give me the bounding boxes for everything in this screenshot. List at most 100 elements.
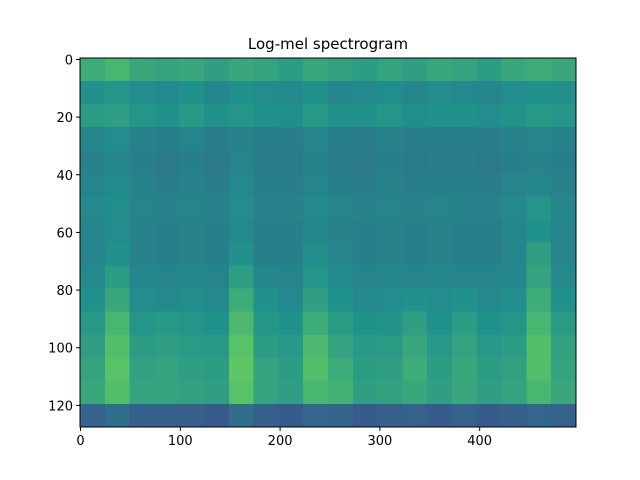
heatmap-cell — [303, 334, 329, 359]
heatmap-cell — [228, 334, 255, 359]
heatmap-cell — [452, 311, 478, 336]
heatmap-cell — [80, 265, 106, 290]
heatmap-cell — [129, 150, 155, 174]
heatmap-cell — [129, 127, 155, 151]
heatmap-cell — [228, 196, 255, 221]
heatmap-cell — [204, 196, 230, 221]
heatmap-cell — [377, 265, 403, 290]
heatmap-cell — [352, 242, 379, 267]
heatmap-cell — [427, 104, 453, 128]
heatmap-cell — [204, 403, 230, 428]
heatmap-cell — [253, 219, 279, 244]
heatmap-cell — [377, 242, 403, 267]
heatmap-cell — [253, 334, 279, 359]
heatmap-cell — [402, 150, 428, 174]
heatmap-cell — [402, 357, 428, 382]
heatmap-cell — [452, 196, 478, 221]
heatmap-cell — [179, 380, 205, 405]
heatmap-cell — [551, 265, 577, 290]
heatmap-cell — [377, 150, 403, 174]
heatmap-cell — [551, 58, 577, 82]
heatmap-cell — [402, 58, 428, 82]
heatmap-cell — [377, 81, 403, 105]
heatmap-cell — [204, 288, 230, 313]
heatmap-cell — [526, 334, 552, 359]
heatmap-cell — [501, 219, 527, 244]
heatmap-cell — [377, 288, 403, 313]
heatmap-cell — [154, 357, 180, 382]
heatmap-cell — [427, 334, 453, 359]
heatmap-cell — [129, 104, 155, 128]
heatmap-cell — [104, 288, 131, 313]
heatmap-cell — [377, 380, 403, 405]
heatmap-cell — [104, 242, 131, 267]
heatmap-cell — [551, 219, 577, 244]
heatmap-cell — [303, 311, 329, 336]
heatmap-cell — [253, 380, 279, 405]
heatmap-cell — [328, 58, 354, 82]
x-tick-label: 400 — [467, 434, 492, 449]
heatmap-cell — [427, 357, 453, 382]
heatmap-cell — [551, 196, 577, 221]
heatmap-cell — [278, 219, 304, 244]
heatmap-cell — [328, 173, 354, 197]
heatmap-cell — [129, 380, 155, 405]
heatmap-cell — [80, 196, 106, 221]
heatmap-cell — [501, 127, 527, 151]
heatmap-cell — [278, 357, 304, 382]
heatmap-cell — [303, 265, 329, 290]
heatmap-cell — [427, 173, 453, 197]
heatmap-cell — [253, 127, 279, 151]
heatmap-cell — [179, 58, 205, 82]
heatmap-cell — [526, 380, 552, 405]
heatmap-cell — [526, 173, 552, 197]
heatmap-cell — [228, 357, 255, 382]
heatmap-cell — [526, 288, 552, 313]
heatmap-cell — [377, 311, 403, 336]
heatmap-cell — [402, 380, 428, 405]
heatmap-cell — [476, 196, 503, 221]
heatmap-cell — [154, 311, 180, 336]
heatmap-cell — [551, 288, 577, 313]
heatmap-cell — [377, 173, 403, 197]
heatmap-cell — [278, 403, 304, 428]
heatmap-cell — [551, 242, 577, 267]
heatmap-cell — [228, 173, 255, 197]
heatmap-cell — [80, 334, 106, 359]
heatmap-cell — [129, 81, 155, 105]
heatmap-cell — [80, 242, 106, 267]
heatmap-cell — [179, 403, 205, 428]
y-tick-label: 40 — [56, 169, 73, 184]
heatmap-cell — [278, 265, 304, 290]
heatmap-cell — [377, 196, 403, 221]
heatmap-cell — [80, 150, 106, 174]
heatmap-cell — [80, 219, 106, 244]
heatmap-cell — [452, 403, 478, 428]
heatmap-cell — [352, 219, 379, 244]
y-tick-label: 100 — [48, 342, 73, 357]
heatmap-cell — [154, 150, 180, 174]
heatmap-cell — [352, 403, 379, 428]
heatmap-cell — [402, 196, 428, 221]
heatmap-cell — [402, 403, 428, 428]
heatmap-cell — [303, 357, 329, 382]
heatmap-cell — [501, 104, 527, 128]
heatmap-cell — [179, 104, 205, 128]
heatmap-cell — [179, 173, 205, 197]
heatmap-cell — [204, 334, 230, 359]
heatmap-cell — [303, 81, 329, 105]
heatmap-cell — [476, 127, 503, 151]
heatmap-cell — [476, 81, 503, 105]
heatmap-cell — [80, 127, 106, 151]
heatmap-cell — [303, 242, 329, 267]
y-tick-label: 60 — [56, 226, 73, 241]
heatmap-cell — [476, 357, 503, 382]
heatmap-cell — [476, 403, 503, 428]
heatmap-cell — [253, 196, 279, 221]
heatmap-cell — [352, 58, 379, 82]
heatmap-cell — [328, 288, 354, 313]
heatmap-cell — [476, 334, 503, 359]
heatmap-cell — [278, 380, 304, 405]
heatmap-cell — [104, 403, 131, 428]
heatmap-cell — [278, 242, 304, 267]
